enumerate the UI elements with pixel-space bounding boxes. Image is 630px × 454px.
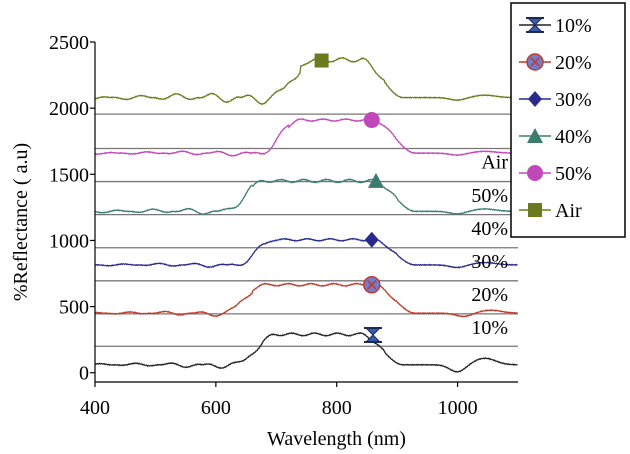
legend-label: 50% xyxy=(555,163,592,185)
legend-label: 40% xyxy=(555,126,592,148)
legend: 10% 20% 30% 40% 50% Air xyxy=(510,2,626,238)
y-tick-label: 500 xyxy=(59,297,89,319)
marker-10pct xyxy=(363,327,382,344)
panel-label: 10% xyxy=(471,317,508,339)
y-tick-label: 1000 xyxy=(49,230,89,252)
legend-marker-icon xyxy=(528,203,542,217)
y-tick-label: 0 xyxy=(79,363,89,385)
panel-labels: 10% 20% 30% 40% 50% Air xyxy=(471,152,508,339)
legend-marker-icon xyxy=(528,91,542,107)
marker-40pct xyxy=(367,172,384,188)
legend-label: 10% xyxy=(555,15,592,37)
legend-item-20pct: 20% xyxy=(519,52,592,74)
y-tick-label: 2500 xyxy=(49,32,89,54)
series-line-50pct xyxy=(94,117,518,157)
legend-marker-icon xyxy=(527,165,543,181)
legend-label: 20% xyxy=(555,52,592,74)
series-lines xyxy=(94,56,518,373)
y-tick-label: 1500 xyxy=(49,164,89,186)
marker-30pct xyxy=(364,231,379,248)
legend-item-30pct: 30% xyxy=(519,89,592,111)
y-tick-label: 2000 xyxy=(49,98,89,120)
legend-label: Air xyxy=(555,200,582,222)
panel-label: 20% xyxy=(471,284,508,306)
panel-label: Air xyxy=(481,152,508,174)
x-ticks: 400 600 800 1000 xyxy=(80,382,478,419)
series-line-air xyxy=(94,56,518,106)
y-axis-title: %Reflectance ( a.u) xyxy=(10,143,32,301)
axes: 400 600 800 1000 0 500 1000 1500 2000 2500 xyxy=(49,32,518,419)
marker-50pct xyxy=(363,112,380,129)
legend-item-10pct: 10% xyxy=(519,15,592,37)
panel-separators xyxy=(95,113,518,347)
series-line-40pct xyxy=(94,178,518,216)
x-tick-label: 400 xyxy=(80,397,110,419)
y-ticks: 0 500 1000 1500 2000 2500 xyxy=(49,32,95,385)
marker-air xyxy=(314,53,329,68)
panel-label: 30% xyxy=(471,251,508,273)
series-line-30pct xyxy=(95,237,518,269)
legend-item-air: Air xyxy=(519,200,582,222)
legend-label: 30% xyxy=(555,89,592,111)
marker-20pct xyxy=(363,276,381,294)
series-markers xyxy=(314,53,384,344)
x-axis-title: Wavelength (nm) xyxy=(267,428,406,450)
legend-marker-icon xyxy=(526,53,544,71)
panel-label: 40% xyxy=(471,218,508,240)
x-tick-label: 800 xyxy=(322,397,352,419)
legend-item-40pct: 40% xyxy=(519,126,592,148)
panel-label: 50% xyxy=(471,185,508,207)
x-tick-label: 1000 xyxy=(438,397,478,419)
legend-marker-icon xyxy=(526,17,544,33)
legend-box xyxy=(510,2,626,238)
series-line-20pct xyxy=(94,282,518,318)
x-tick-label: 600 xyxy=(201,397,231,419)
legend-item-50pct: 50% xyxy=(519,163,592,185)
series-line-10pct xyxy=(94,331,518,373)
legend-marker-icon xyxy=(527,128,543,143)
